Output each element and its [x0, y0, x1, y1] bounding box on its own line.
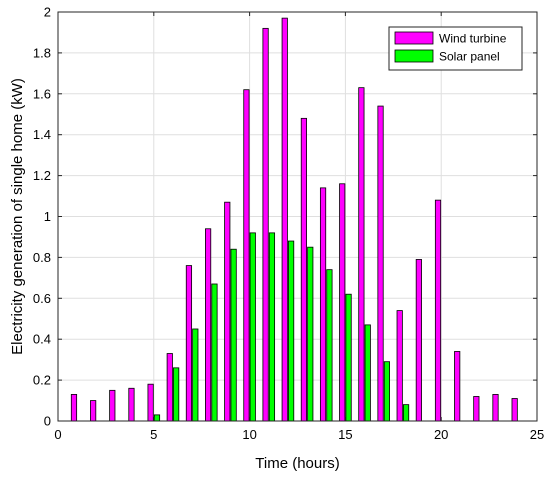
bar-wind-turbine: [511, 398, 518, 422]
bar-solar-panel: [307, 246, 314, 422]
bar-wind-turbine: [262, 27, 269, 422]
bar-solar-panel: [326, 269, 333, 422]
bar-wind-turbine: [377, 105, 384, 422]
bar-solar-panel: [288, 240, 295, 422]
y-tick-label: 2: [44, 5, 51, 20]
bar-wind-turbine: [128, 387, 135, 422]
bar-wind-turbine: [109, 389, 116, 422]
y-tick-label: 1.8: [33, 45, 51, 60]
y-tick-label: 0.2: [33, 373, 51, 388]
bar-wind-turbine: [90, 400, 97, 422]
bar-solar-panel: [364, 324, 371, 422]
bar-solar-panel: [249, 232, 256, 422]
x-tick-label: 25: [530, 427, 544, 442]
bar-solar-panel: [192, 328, 199, 422]
bar-wind-turbine: [205, 228, 212, 422]
x-tick-label: 10: [242, 427, 256, 442]
bar-solar-panel: [211, 283, 218, 422]
x-tick-label: 20: [434, 427, 448, 442]
y-tick-label: 1.4: [33, 127, 51, 142]
bar-wind-turbine: [70, 394, 78, 422]
bar-wind-turbine: [492, 394, 499, 422]
bar-wind-turbine: [358, 87, 365, 422]
legend-label: Solar panel: [439, 50, 500, 64]
legend-swatch: [394, 31, 434, 45]
y-axis-label: Electricity generation of single home (k…: [9, 78, 26, 355]
bar-solar-panel: [345, 293, 352, 422]
bar-wind-turbine: [415, 259, 422, 422]
bar-wind-turbine: [300, 117, 307, 422]
bar-wind-turbine: [281, 17, 288, 422]
y-tick-label: 1.6: [33, 86, 51, 101]
y-tick-label: 1: [44, 209, 51, 224]
bar-wind-turbine: [339, 183, 346, 422]
bar-solar-panel: [383, 361, 390, 422]
bar-wind-turbine: [473, 396, 480, 422]
bar-wind-turbine: [454, 351, 461, 422]
y-tick-label: 0.8: [33, 250, 51, 265]
bar-solar-panel: [153, 414, 161, 422]
x-axis-label: Time (hours): [255, 455, 339, 472]
bar-wind-turbine: [319, 187, 327, 422]
ticks: 0 5 10 15 20 25 0 0.2 0.4 0.6 0.8 1 1.2 1.4 1.6 1.8 2: [33, 5, 544, 443]
bar-wind-turbine: [434, 199, 442, 422]
bar-wind-turbine: [147, 383, 154, 422]
bar-solar-panel: [230, 248, 237, 422]
bar-wind-turbine: [185, 265, 193, 422]
bar-solar-panel: [173, 367, 180, 422]
bar-wind-turbine: [166, 353, 173, 422]
y-tick-label: 0.4: [33, 332, 51, 347]
y-tick-label: 0.6: [33, 291, 51, 306]
x-tick-label: 5: [150, 427, 157, 442]
y-tick-label: 0: [44, 414, 51, 429]
legend-swatch: [394, 49, 434, 63]
bar-wind-turbine: [396, 310, 403, 422]
bar-wind-turbine: [224, 201, 231, 422]
bar-solar-panel: [268, 232, 276, 422]
x-tick-label: 15: [338, 427, 352, 442]
x-tick-label: 0: [54, 427, 61, 442]
bar-wind-turbine: [243, 89, 250, 422]
legend-label: Wind turbine: [439, 32, 507, 46]
legend: Wind turbine Solar panel: [388, 26, 523, 71]
bar-solar-panel: [402, 404, 410, 422]
y-tick-label: 1.2: [33, 168, 51, 183]
